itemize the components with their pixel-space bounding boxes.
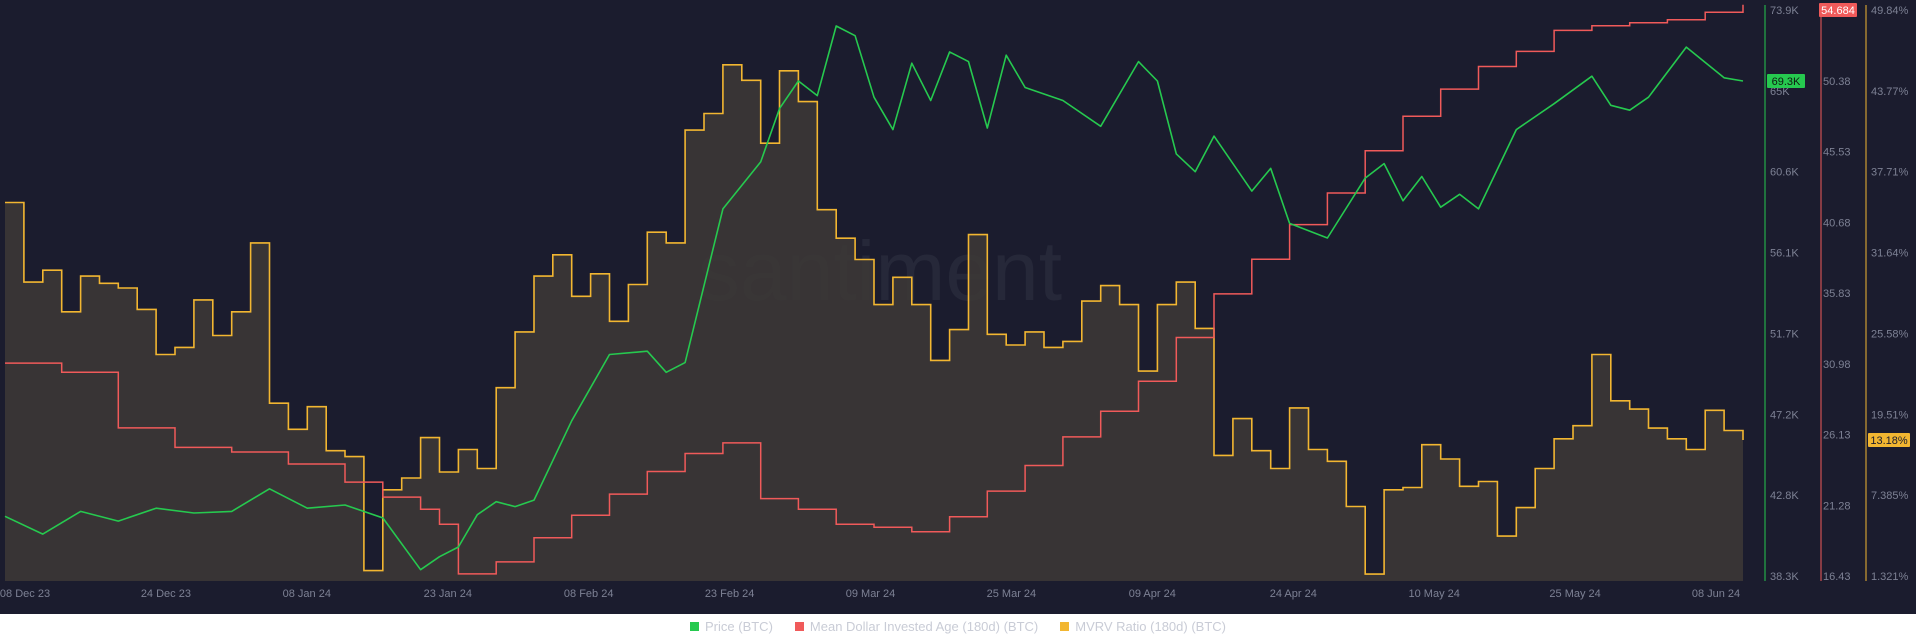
x-tick-label: 08 Dec 23	[0, 588, 50, 600]
age-tick-label: 50.38	[1823, 76, 1851, 88]
mvrv-current-badge	[1868, 433, 1910, 447]
x-tick-label: 08 Jun 24	[1692, 588, 1740, 600]
mvrv-swatch-icon	[1060, 621, 1070, 631]
x-tick-label: 23 Jan 24	[424, 588, 472, 600]
mvrv-tick-label: 7.385%	[1871, 490, 1909, 502]
price-tick-label: 65K	[1770, 86, 1790, 98]
x-tick-label: 10 May 24	[1409, 588, 1460, 600]
price-tick-label: 38.3K	[1770, 571, 1799, 583]
legend-item-age[interactable]: Mean Dollar Invested Age (180d) (BTC)	[794, 618, 1039, 634]
mvrv-tick-label: 37.71%	[1871, 167, 1909, 179]
legend-item-price[interactable]: Price (BTC)	[690, 619, 773, 634]
mvrv-line	[5, 64, 1744, 575]
price-tick-label: 47.2K	[1770, 409, 1799, 421]
price-tick-label: 60.6K	[1770, 167, 1799, 179]
mvrv-tick-label: 1.321%	[1871, 571, 1909, 583]
age-tick-label: 30.98	[1823, 359, 1851, 371]
x-axis-ticks: 08 Dec 23 24 Dec 23 08 Jan 24 23 Jan 24 08 F…	[0, 588, 1740, 600]
legend-label-age: Mean Dollar Invested Age (180d) (BTC)	[809, 618, 1039, 634]
age-tick-label: 26.13	[1823, 430, 1851, 442]
x-tick-label: 09 Mar 24	[846, 588, 896, 600]
legend-label-price: Price (BTC)	[705, 618, 773, 634]
age-tick-label: 35.83	[1823, 288, 1851, 300]
age-swatch-icon	[794, 621, 804, 631]
legend-item-mvrv[interactable]: MVRV Ratio (180d) (BTC)	[1060, 619, 1226, 634]
mvrv-tick-label: 31.64%	[1871, 248, 1909, 260]
legend: Price (BTC) Mean Dollar Invested Age (18…	[0, 614, 1916, 638]
price-tick-label: 42.8K	[1770, 490, 1799, 502]
price-current-label: 69.3K	[1772, 76, 1801, 88]
price-current-badge	[1767, 74, 1805, 88]
price-tick-label: 51.7K	[1770, 328, 1799, 340]
price-tick-label: 73.9K	[1770, 5, 1799, 17]
x-tick-label: 25 Mar 24	[987, 588, 1037, 600]
legend-label-mvrv: MVRV Ratio (180d) (BTC)	[1075, 618, 1226, 634]
mvrv-tick-label: 49.84%	[1871, 5, 1909, 17]
x-tick-label: 08 Jan 24	[283, 588, 331, 600]
axes-layer: 73.9K 65K 60.6K 56.1K 51.7K 47.2K 42.8K 38.3K 54…	[1764, 3, 1910, 583]
age-series-layer	[5, 4, 1744, 575]
price-series-layer	[4, 25, 1744, 571]
x-tick-label: 23 Feb 24	[705, 588, 755, 600]
x-tick-label: 25 May 24	[1549, 588, 1600, 600]
age-current-label: 54.684	[1821, 5, 1855, 17]
age-tick-label: 21.28	[1823, 500, 1851, 512]
age-tick-label: 45.53	[1823, 147, 1851, 159]
age-tick-label: 16.43	[1823, 571, 1851, 583]
x-tick-label: 24 Dec 23	[141, 588, 191, 600]
x-tick-label: 09 Apr 24	[1129, 588, 1176, 600]
mvrv-series-layer	[5, 64, 1744, 582]
age-current-badge	[1819, 3, 1857, 17]
chart-area[interactable]: santiment 73.9K65K60.6K56.1K51.7K47.2K42…	[0, 0, 1916, 614]
x-tick-label: 24 Apr 24	[1270, 588, 1317, 600]
price-swatch-icon	[690, 621, 700, 631]
mvrv-tick-label: 25.58%	[1871, 328, 1909, 340]
mvrv-tick-label: 19.51%	[1871, 409, 1909, 421]
price-tick-label: 56.1K	[1770, 248, 1799, 260]
x-tick-label: 08 Feb 24	[564, 588, 614, 600]
mvrv-tick-label: 43.77%	[1871, 86, 1909, 98]
age-tick-label: 40.68	[1823, 217, 1851, 229]
mvrv-current-label: 13.18%	[1870, 435, 1908, 447]
price-line	[4, 25, 1744, 571]
age-line	[5, 4, 1744, 575]
